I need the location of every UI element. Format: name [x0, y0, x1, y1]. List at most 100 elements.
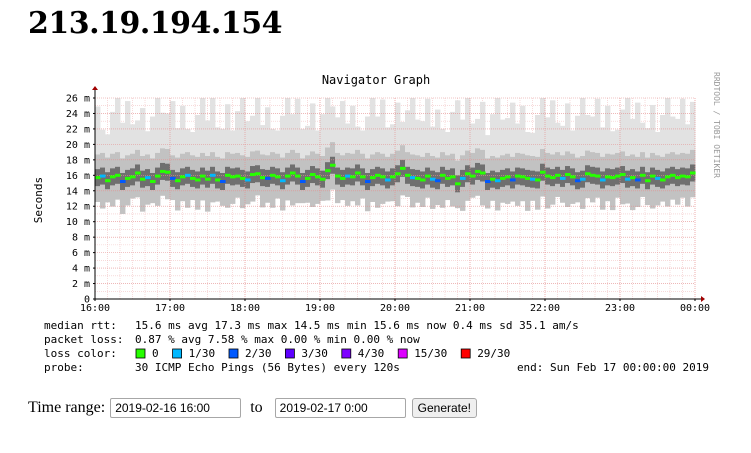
smoke-outer [135, 120, 141, 150]
y-axis-label: Seconds [32, 177, 45, 223]
median-point [300, 179, 306, 183]
median-point [375, 173, 381, 177]
graph-title: Navigator Graph [322, 73, 430, 87]
median-point [395, 172, 401, 176]
median-point [400, 166, 406, 170]
x-tick-label: 21:00 [455, 303, 485, 314]
median-point [385, 178, 391, 182]
smoke-outer [345, 123, 351, 153]
median-point [310, 173, 316, 177]
loss-color-entry: 29/30 [477, 347, 510, 360]
median-point [105, 179, 111, 183]
median-point [115, 173, 121, 177]
median-point [120, 179, 126, 183]
smoke-outer [415, 119, 421, 156]
median-point [180, 175, 186, 179]
median-point [675, 176, 681, 180]
smoke-outer [320, 114, 326, 156]
median-point [575, 179, 581, 183]
smoke-outer [480, 101, 486, 150]
median-point [125, 176, 131, 180]
median-point [420, 178, 426, 182]
smoke-outer [125, 101, 131, 156]
smoke-outer [420, 121, 426, 157]
median-point [305, 176, 311, 180]
median-point [525, 176, 531, 180]
y-tick-label: 2 m [72, 279, 90, 290]
median-point [365, 179, 371, 183]
median-point [630, 176, 636, 180]
median-point [275, 175, 281, 179]
smoke-outer [325, 98, 331, 148]
smoke-outer [385, 127, 391, 157]
median-point [650, 174, 656, 178]
median-point [405, 173, 411, 177]
smoke-outer [105, 134, 111, 158]
median-point [515, 174, 521, 178]
median-point [345, 174, 351, 178]
smoke-outer [230, 130, 236, 154]
smoke-outer [140, 108, 146, 156]
generate-button[interactable]: Generate! [411, 398, 478, 418]
smoke-outer [120, 122, 126, 159]
smoke-outer [630, 118, 636, 155]
smoke-outer [440, 128, 446, 153]
smoke-outer [395, 102, 401, 151]
median-point [315, 175, 321, 179]
median-point [660, 178, 666, 182]
median-point [440, 173, 446, 177]
y-tick-label: 24 m [66, 109, 90, 120]
median-point [490, 177, 496, 181]
smoke-outer [570, 130, 576, 154]
loss-color-entry: 3/30 [301, 347, 328, 360]
smoke-outer [550, 100, 556, 155]
smoke-outer [635, 102, 641, 157]
median-point [615, 174, 621, 178]
median-point [680, 174, 686, 178]
to-label: to [250, 399, 263, 416]
time-range-label: Time range: [28, 399, 106, 416]
smoke-outer [670, 116, 676, 153]
median-point [260, 176, 266, 180]
smoke-outer [380, 99, 386, 154]
x-tick-label: 17:00 [155, 303, 185, 314]
median-point [295, 174, 301, 178]
smoke-outer [510, 102, 516, 157]
median-rtt-label: median rtt: [44, 319, 117, 332]
from-input[interactable] [110, 398, 242, 418]
smoke-outer [150, 116, 156, 159]
median-point [145, 176, 151, 180]
smoke-outer [665, 98, 671, 154]
smoke-outer [305, 125, 311, 156]
time-range-form: Time range: to Generate! [28, 396, 478, 420]
smoke-outer [270, 128, 276, 153]
median-point [235, 174, 241, 178]
median-point [450, 175, 456, 179]
smoke-outer [240, 98, 246, 156]
x-tick-label: 00:00 [680, 303, 710, 314]
smoke-outer [575, 115, 581, 158]
smoke-outer [465, 98, 471, 151]
smoke-outer [590, 116, 596, 153]
smoke-outer [450, 111, 456, 154]
median-point [340, 176, 346, 180]
smoke-outer [610, 131, 616, 155]
navigator-graph: 0 2 m 4 m 6 m 8 m 10 m 12 m 14 m 16 m 18 m 20 m 22 … [32, 72, 721, 374]
median-point [280, 179, 286, 183]
smoke-outer [245, 121, 251, 157]
smoke-outer [350, 105, 356, 154]
median-point [555, 173, 561, 177]
median-point [495, 179, 501, 183]
smoke-outer [690, 101, 696, 150]
smoke-outer [680, 98, 686, 153]
x-axis-arrow [701, 296, 705, 302]
smoke-outer [260, 125, 266, 155]
median-point [470, 174, 476, 178]
smoke-outer [170, 101, 176, 156]
smoke-outer [145, 131, 151, 155]
median-point [645, 179, 651, 183]
median-point [690, 171, 696, 175]
median-point [360, 175, 366, 179]
median-point [455, 182, 461, 186]
to-input[interactable] [274, 398, 406, 418]
